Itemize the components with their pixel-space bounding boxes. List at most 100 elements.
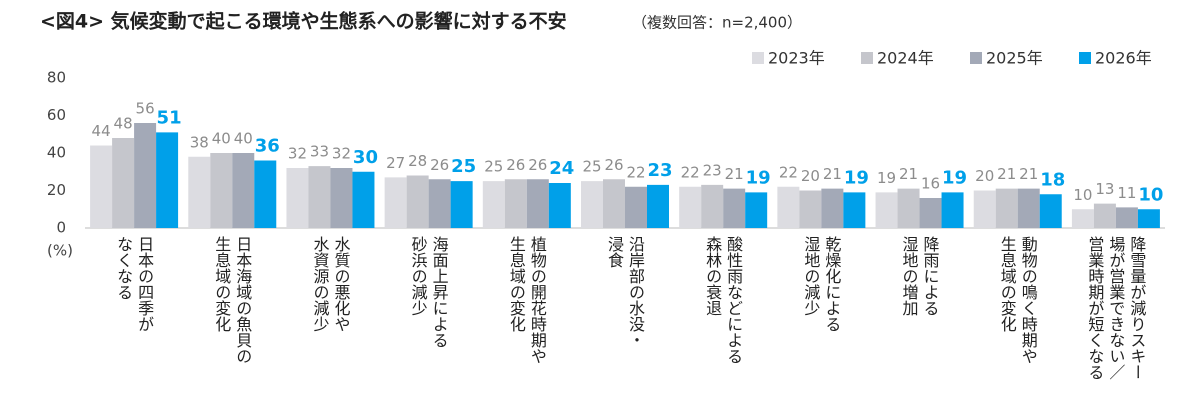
bar [799, 190, 822, 228]
legend-label: 2026年 [1095, 49, 1152, 68]
bar [1017, 188, 1040, 228]
x-tick-label: 植物の開花時期や 生息域の変化 [506, 236, 547, 364]
legend-label: 2025年 [986, 49, 1043, 68]
y-tick-label: 40 [47, 144, 66, 162]
y-unit: (%) [47, 242, 73, 260]
value-label: 10 [1073, 186, 1092, 204]
y-tick-label: 20 [47, 181, 66, 199]
legend-swatch [1079, 52, 1091, 64]
x-tick-label: 降雨による 湿地の増加 [899, 236, 940, 316]
bar [406, 175, 429, 228]
bar [112, 138, 135, 228]
value-label: 24 [549, 158, 574, 179]
bar [897, 188, 920, 228]
value-label: 21 [899, 165, 918, 183]
bar [156, 132, 179, 228]
value-label: 11 [1117, 184, 1136, 202]
bar [254, 160, 277, 228]
bar [232, 153, 255, 228]
x-tick-label: 日本海域の魚貝の 生息域の変化 [212, 236, 253, 364]
value-label: 48 [114, 115, 133, 133]
bar [625, 186, 647, 228]
bar [995, 188, 1018, 228]
x-tick-label: 酸性雨などによる 森林の衰退 [703, 236, 744, 364]
y-tick-label: 80 [47, 69, 66, 87]
x-tick-label: 動物の鳴く時期や 生息域の変化 [997, 236, 1038, 364]
legend-label: 2024年 [877, 49, 934, 68]
bar [647, 184, 669, 228]
bar [581, 181, 603, 228]
value-label: 21 [725, 165, 744, 183]
legend-label: 2023年 [768, 49, 825, 68]
bar [1039, 194, 1062, 228]
value-label: 23 [647, 160, 672, 181]
x-tick-label: 海面上昇による 砂浜の減少 [408, 236, 449, 348]
y-tick-label: 0 [56, 219, 66, 237]
bar [90, 145, 113, 228]
bar [308, 166, 331, 228]
value-label: 25 [484, 158, 503, 176]
bar [973, 190, 996, 228]
bar [1093, 203, 1116, 228]
y-tick-label: 60 [47, 106, 66, 124]
bar [1137, 209, 1160, 228]
bar [941, 192, 964, 228]
bar [548, 183, 571, 228]
value-label: 40 [234, 130, 253, 148]
value-label: 19 [877, 169, 896, 187]
bar [723, 188, 746, 228]
value-label: 25 [582, 158, 601, 176]
x-tick-label: 沿岸部の水没・ 浸食 [605, 236, 645, 348]
value-label: 13 [1095, 180, 1114, 198]
value-label: 25 [451, 156, 476, 177]
value-label: 38 [190, 133, 209, 151]
x-tick-label: 水質の悪化や 水資源の減少 [310, 236, 351, 332]
x-tick-label: 乾燥化による 湿地の減少 [801, 236, 842, 332]
value-label: 10 [1138, 184, 1163, 205]
value-label: 20 [975, 167, 994, 185]
value-label: 16 [921, 175, 940, 193]
bar [482, 181, 505, 228]
value-label: 20 [801, 167, 820, 185]
bar [450, 181, 473, 228]
bar [526, 179, 549, 228]
bar [352, 171, 375, 228]
value-label: 32 [288, 145, 307, 163]
value-label: 21 [823, 165, 842, 183]
value-label: 22 [779, 163, 798, 181]
value-label: 19 [844, 167, 869, 188]
x-tick-label: 日本の四季が なくなる [114, 236, 155, 332]
chart-title: <図4> 気候変動で起こる環境や生態系への影響に対する不安 [40, 10, 567, 33]
x-tick-label: 降雪量が減りスキー 場が営業できない／ 営業時期が短くなる [1085, 236, 1147, 380]
value-label: 26 [430, 156, 449, 174]
value-label: 27 [386, 154, 405, 172]
value-label: 44 [92, 122, 111, 140]
legend-swatch [861, 52, 873, 64]
bar [428, 179, 451, 228]
value-label: 26 [604, 156, 623, 174]
bar [286, 168, 309, 228]
value-label: 56 [136, 100, 155, 118]
bar [777, 186, 800, 228]
value-label: 26 [506, 156, 525, 174]
value-label: 23 [703, 161, 722, 179]
value-label: 26 [528, 156, 547, 174]
bar [1071, 209, 1094, 228]
value-label: 18 [1040, 169, 1065, 190]
legend-swatch [752, 52, 764, 64]
legend-swatch [970, 52, 982, 64]
value-label: 21 [1019, 165, 1038, 183]
bar [821, 188, 844, 228]
bar [504, 179, 527, 228]
value-label: 28 [408, 152, 427, 170]
value-label: 30 [353, 147, 378, 168]
value-label: 32 [332, 145, 351, 163]
bar [1115, 207, 1138, 228]
bar [603, 179, 625, 228]
bar [701, 184, 724, 228]
value-label: 19 [746, 167, 771, 188]
value-label: 19 [942, 167, 967, 188]
value-label: 21 [997, 165, 1016, 183]
bar [134, 123, 157, 228]
